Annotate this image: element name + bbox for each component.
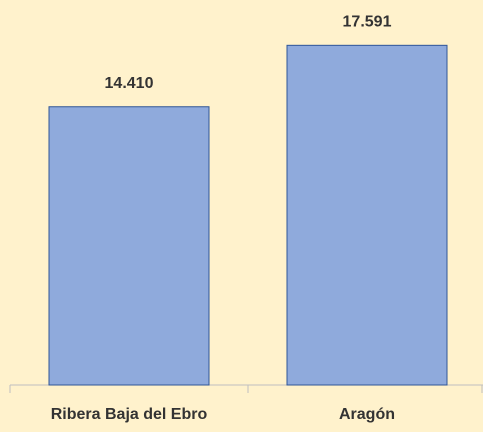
bar: [286, 44, 448, 386]
bar: [48, 106, 210, 386]
x-tick-label: Aragón: [339, 406, 395, 423]
data-label: 14.410: [105, 75, 154, 92]
data-label: 17.591: [343, 14, 392, 31]
x-tick-label: Ribera Baja del Ebro: [51, 406, 208, 423]
